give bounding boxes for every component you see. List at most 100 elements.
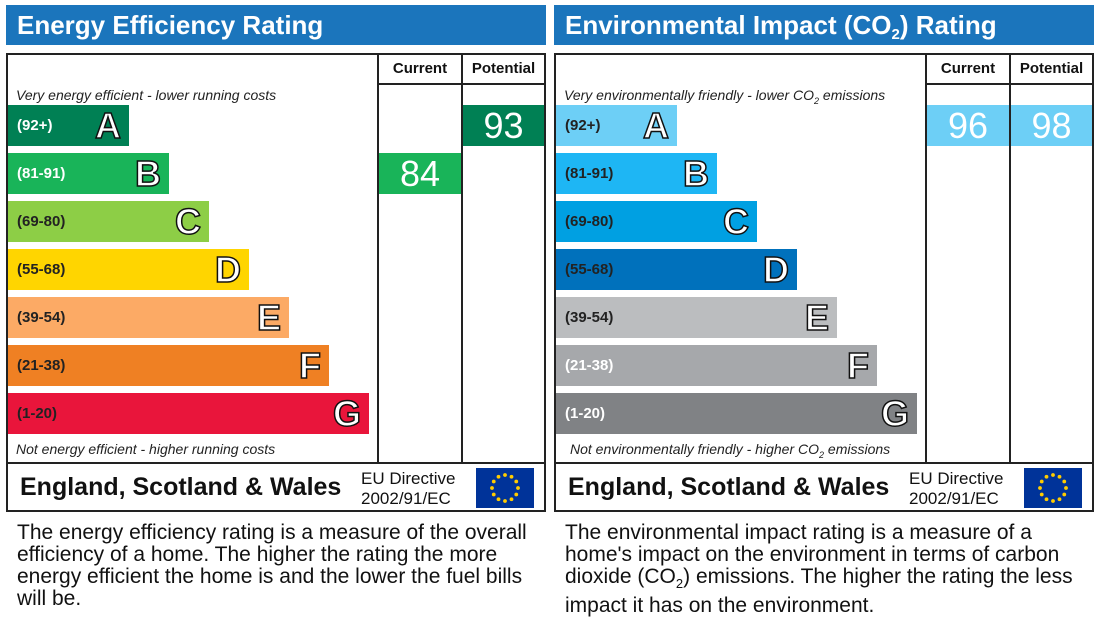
band-letter: A: [94, 104, 122, 147]
footer-country: England, Scotland & Wales: [568, 473, 890, 501]
band-letter: F: [298, 344, 322, 387]
directive-line-1: EU Directive: [909, 469, 1004, 488]
flag-star: [1044, 474, 1049, 479]
band-range-label: (1-20): [17, 405, 58, 422]
eu-flag-icon: [1024, 468, 1082, 508]
top-caption: Very environmentally friendly - lower CO…: [564, 87, 886, 106]
rating-band-e: (39-54) E: [8, 296, 289, 339]
band-letter: B: [134, 152, 162, 195]
band-range-label: (81-91): [565, 165, 614, 182]
rating-band-a: (92+) A: [8, 104, 129, 147]
flag-star: [1057, 497, 1062, 502]
flag-star: [1062, 479, 1067, 484]
footer-divider: [8, 462, 544, 464]
flag-star: [1039, 479, 1044, 484]
energy-efficiency-description: The energy efficiency rating is a measur…: [17, 521, 527, 610]
flag-star: [491, 479, 496, 484]
flag-star: [496, 497, 501, 502]
current-column-header: Current: [392, 60, 448, 77]
flag-star: [1064, 486, 1068, 490]
flag-star: [509, 474, 514, 479]
environmental-impact-chart: Current Potential Very environmentally f…: [554, 53, 1094, 512]
current-rating-score: 84: [379, 153, 461, 194]
band-letter: B: [682, 152, 710, 195]
flag-star: [1038, 486, 1042, 490]
rating-band-b: (81-91) B: [8, 152, 169, 195]
flag-star: [1057, 474, 1062, 479]
column-divider: [461, 55, 463, 464]
rating-band-f: (21-38) F: [556, 344, 877, 387]
potential-rating-score: 98: [1011, 105, 1092, 146]
header-divider: [377, 83, 544, 85]
band-range-label: (21-38): [565, 357, 614, 374]
footer-directive: EU Directive 2002/91/EC: [909, 469, 1003, 509]
band-range-label: (92+): [17, 117, 53, 134]
flag-star: [496, 474, 501, 479]
rating-band-d: (55-68) D: [556, 248, 797, 291]
rating-band-b: (81-91) B: [556, 152, 717, 195]
flag-star: [1039, 492, 1044, 497]
potential-column-header: Potential: [1019, 60, 1084, 77]
flag-star: [514, 492, 519, 497]
band-range-label: (69-80): [17, 213, 66, 230]
current-rating-score: 96: [927, 105, 1009, 146]
rating-band-d: (55-68) D: [8, 248, 249, 291]
directive-line-2: 2002/91/EC: [361, 489, 451, 508]
rating-band-c: (69-80) C: [8, 200, 209, 243]
potential-rating-score: 93: [463, 105, 544, 146]
flag-star: [509, 497, 514, 502]
top-caption: Very energy efficient - lower running co…: [16, 87, 277, 103]
band-range-label: (21-38): [17, 357, 66, 374]
flag-star: [503, 473, 507, 477]
current-column-header: Current: [940, 60, 996, 77]
footer-directive: EU Directive 2002/91/EC: [361, 469, 455, 509]
band-letter: G: [880, 392, 910, 435]
rating-band-g: (1-20) G: [556, 392, 917, 435]
band-range-label: (39-54): [565, 309, 614, 326]
band-letter: E: [804, 296, 830, 339]
flag-star: [491, 492, 496, 497]
directive-line-2: 2002/91/EC: [909, 489, 999, 508]
header-divider: [925, 83, 1092, 85]
band-range-label: (39-54): [17, 309, 66, 326]
flag-star: [1062, 492, 1067, 497]
flag-star: [1044, 497, 1049, 502]
environmental-impact-panel: Environmental Impact (CO2) Rating Curren…: [554, 0, 1094, 617]
environmental-impact-title: Environmental Impact (CO2) Rating: [554, 5, 1094, 45]
rating-band-a: (92+) A: [556, 104, 677, 147]
flag-star: [516, 486, 520, 490]
directive-line-1: EU Directive: [361, 469, 456, 488]
rating-band-f: (21-38) F: [8, 344, 329, 387]
band-range-label: (81-91): [17, 165, 66, 182]
flag-star: [490, 486, 494, 490]
band-letter: A: [642, 104, 670, 147]
band-letter: C: [174, 200, 202, 243]
band-letter: D: [762, 248, 790, 291]
rating-band-g: (1-20) G: [8, 392, 369, 435]
band-range-label: (55-68): [565, 261, 614, 278]
energy-efficiency-panel: Energy Efficiency Rating Current Potenti…: [6, 0, 546, 613]
bottom-caption: Not environmentally friendly - higher CO…: [570, 441, 891, 460]
band-letter: F: [846, 344, 870, 387]
band-letter: G: [332, 392, 362, 435]
footer-country: England, Scotland & Wales: [20, 473, 342, 501]
column-divider: [377, 55, 379, 464]
footer-divider: [556, 462, 1092, 464]
flag-star: [1051, 473, 1055, 477]
rating-band-c: (69-80) C: [556, 200, 757, 243]
flag-star: [514, 479, 519, 484]
band-letter: D: [214, 248, 242, 291]
band-range-label: (92+): [565, 117, 601, 134]
band-range-label: (55-68): [17, 261, 66, 278]
flag-star: [503, 499, 507, 503]
flag-star: [1051, 499, 1055, 503]
eu-flag-icon: [476, 468, 534, 508]
band-range-label: (1-20): [565, 405, 606, 422]
energy-efficiency-chart: Current Potential Very energy efficient …: [6, 53, 546, 512]
environmental-impact-description: The environmental impact rating is a mea…: [565, 521, 1073, 617]
energy-efficiency-title: Energy Efficiency Rating: [6, 5, 546, 45]
band-range-label: (69-80): [565, 213, 614, 230]
band-letter: C: [722, 200, 750, 243]
column-divider: [1009, 55, 1011, 464]
bottom-caption: Not energy efficient - higher running co…: [16, 441, 276, 457]
